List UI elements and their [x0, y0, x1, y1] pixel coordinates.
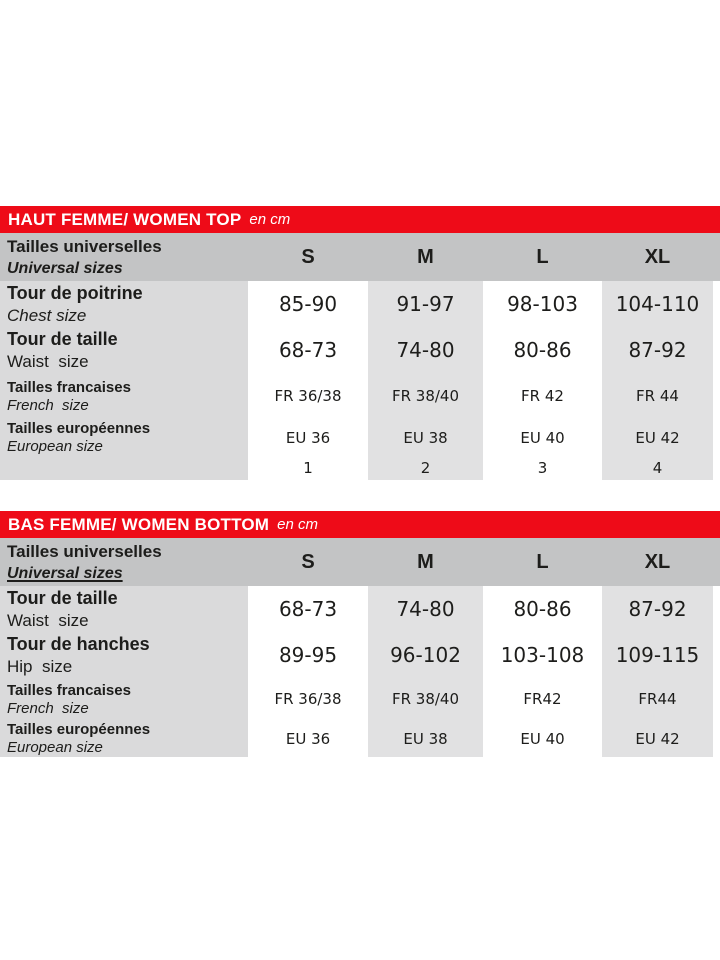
size-value-cell: 1: [248, 455, 368, 480]
row-label-fr: Tour de taille: [7, 329, 118, 349]
row-label-fr: Tour de hanches: [7, 634, 150, 654]
size-value-cell: 85-90: [248, 281, 368, 327]
size-value-cell: 68-73: [248, 586, 368, 632]
row-label-en: French size: [7, 699, 89, 717]
universal-sizes-label-en: Universal sizes: [7, 564, 123, 582]
size-value-cell: 87-92: [602, 327, 713, 373]
size-value-cell: FR44: [602, 678, 713, 720]
row-label-en: European size: [7, 739, 103, 756]
table-row-size-index: 1 2 3 4: [0, 455, 713, 480]
table-row-hip: Tour de hanches Hip size 89-95 96-102 10…: [0, 632, 713, 678]
size-value-cell: EU 40: [483, 419, 602, 456]
size-value-cell: 98-103: [483, 281, 602, 327]
universal-sizes-label-fr: Tailles universelles: [7, 541, 162, 561]
size-value-cell: 80-86: [483, 586, 602, 632]
size-value-cell: EU 42: [602, 419, 713, 456]
size-column-header-xl: XL: [644, 550, 671, 573]
women-bottom-title-bar: BAS FEMME/ WOMEN BOTTOM en cm: [0, 511, 720, 538]
size-value-cell: 109-115: [602, 632, 713, 678]
row-label-empty: [0, 455, 248, 480]
size-column-header-s: S: [301, 245, 315, 268]
universal-sizes-label-en: Universal sizes: [7, 259, 123, 277]
table-row-french-size: Tailles francaises French size FR 36/38 …: [0, 678, 713, 720]
size-column-header-m: M: [417, 245, 434, 268]
size-value-cell: EU 36: [248, 720, 368, 757]
table-title: BAS FEMME/ WOMEN BOTTOM: [8, 514, 270, 534]
size-value-cell: FR 36/38: [248, 373, 368, 419]
size-value-cell: EU 38: [368, 720, 483, 757]
size-value-cell: EU 40: [483, 720, 602, 757]
table-row-chest: Tour de poitrine Chest size 85-90 91-97 …: [0, 281, 713, 327]
size-value-cell: 74-80: [368, 586, 483, 632]
size-column-header-s: S: [301, 550, 315, 573]
table-row-european-size: Tailles européennes European size EU 36 …: [0, 419, 713, 456]
size-value-cell: 80-86: [483, 327, 602, 373]
row-label-fr: Tour de taille: [7, 588, 118, 608]
table-row-european-size: Tailles européennes European size EU 36 …: [0, 720, 713, 757]
size-value-cell: 2: [368, 455, 483, 480]
row-label: Tailles francaises French size: [0, 678, 248, 720]
size-value-cell: 74-80: [368, 327, 483, 373]
size-table-women-top: HAUT FEMME/ WOMEN TOP en cm Tailles univ…: [0, 206, 720, 480]
universal-sizes-label-fr: Tailles universelles: [7, 236, 162, 256]
row-label-fr: Tailles francaises: [7, 681, 131, 699]
row-label-fr: Tailles francaises: [7, 378, 131, 396]
universal-sizes-label: Tailles universelles Universal sizes: [0, 233, 248, 281]
size-value-cell: EU 38: [368, 419, 483, 456]
women-top-title-bar: HAUT FEMME/ WOMEN TOP en cm: [0, 206, 720, 233]
size-value-cell: 103-108: [483, 632, 602, 678]
size-value-cell: FR 42: [483, 373, 602, 419]
size-value-cell: 3: [483, 455, 602, 480]
table-title: HAUT FEMME/ WOMEN TOP: [8, 209, 242, 229]
row-label: Tour de taille Waist size: [0, 586, 248, 632]
row-label: Tailles francaises French size: [0, 373, 248, 419]
table-row-waist: Tour de taille Waist size 68-73 74-80 80…: [0, 586, 713, 632]
size-header-row: Tailles universelles Universal sizes S M…: [0, 233, 720, 281]
size-value-cell: 104-110: [602, 281, 713, 327]
size-table-women-bottom: BAS FEMME/ WOMEN BOTTOM en cm Tailles un…: [0, 511, 720, 757]
row-label-en: Waist size: [7, 352, 89, 371]
table-unit-label: en cm: [277, 516, 319, 533]
size-value-cell: 4: [602, 455, 713, 480]
table-row-french-size: Tailles francaises French size FR 36/38 …: [0, 373, 713, 419]
row-label-fr: Tour de poitrine: [7, 283, 143, 303]
size-column-header-l: L: [536, 550, 549, 573]
size-value-cell: FR 36/38: [248, 678, 368, 720]
row-label-fr: Tailles européennes: [7, 721, 151, 738]
size-header-row: Tailles universelles Universal sizes S M…: [0, 538, 720, 586]
row-label-en: French size: [7, 396, 89, 414]
row-label-en: European size: [7, 438, 103, 455]
size-value-cell: 91-97: [368, 281, 483, 327]
size-value-cell: 89-95: [248, 632, 368, 678]
size-value-cell: EU 42: [602, 720, 713, 757]
table-row-waist: Tour de taille Waist size 68-73 74-80 80…: [0, 327, 713, 373]
size-value-cell: EU 36: [248, 419, 368, 456]
size-value-cell: FR42: [483, 678, 602, 720]
row-label: Tour de taille Waist size: [0, 327, 248, 373]
size-value-cell: FR 38/40: [368, 373, 483, 419]
row-label-en: Chest size: [7, 306, 87, 325]
row-label-fr: Tailles européennes: [7, 420, 151, 437]
row-label: Tailles européennes European size: [0, 419, 248, 456]
row-label-en: Hip size: [7, 657, 73, 676]
size-column-header-xl: XL: [644, 245, 671, 268]
size-value-cell: FR 38/40: [368, 678, 483, 720]
row-label-en: Waist size: [7, 611, 89, 630]
universal-sizes-label: Tailles universelles Universal sizes: [0, 538, 248, 586]
size-column-header-m: M: [417, 550, 434, 573]
row-label: Tailles européennes European size: [0, 720, 248, 757]
size-value-cell: 68-73: [248, 327, 368, 373]
row-label: Tour de poitrine Chest size: [0, 281, 248, 327]
row-label: Tour de hanches Hip size: [0, 632, 248, 678]
size-column-header-l: L: [536, 245, 549, 268]
size-value-cell: 87-92: [602, 586, 713, 632]
size-value-cell: FR 44: [602, 373, 713, 419]
table-unit-label: en cm: [249, 211, 291, 228]
size-value-cell: 96-102: [368, 632, 483, 678]
